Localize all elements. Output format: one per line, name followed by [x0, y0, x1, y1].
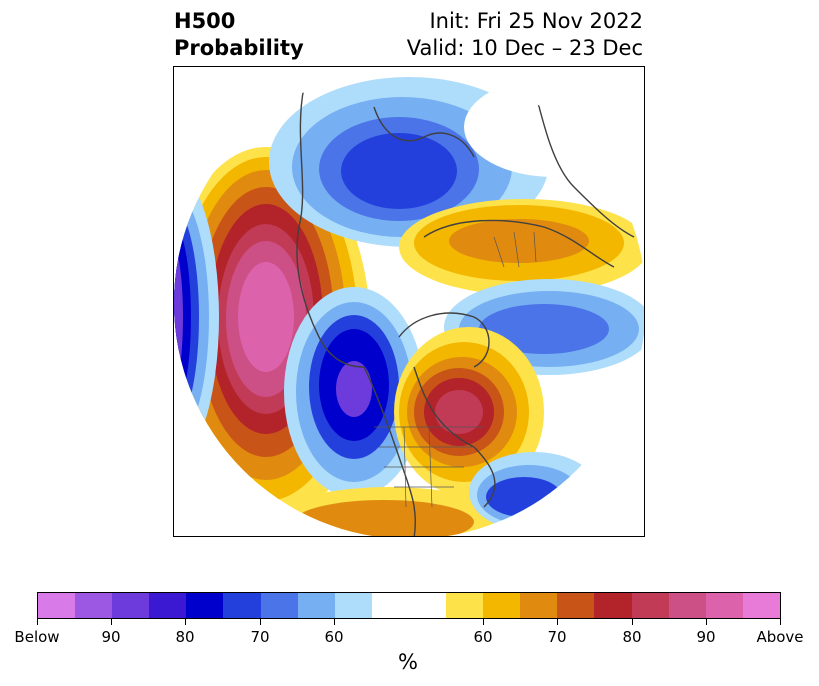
colorbar-tick — [780, 619, 781, 625]
title-right: Init: Fri 25 Nov 2022 Valid: 10 Dec – 23… — [407, 8, 643, 62]
colorbar-swatch — [186, 593, 224, 618]
colorbar-swatch — [557, 593, 595, 618]
colorbar-swatch — [631, 593, 669, 618]
negative-anomaly-central — [284, 287, 424, 497]
colorbar-swatch — [297, 593, 335, 618]
colorbar-tick-label: 80 — [175, 628, 195, 646]
colorbar-tick-label: 60 — [473, 628, 493, 646]
colorbar-swatch — [705, 593, 743, 618]
colorbar-tick — [706, 619, 707, 625]
colorbar-tick — [632, 619, 633, 625]
colorbar-swatch — [260, 593, 298, 618]
valid-range: Valid: 10 Dec – 23 Dec — [406, 36, 643, 60]
colorbar-tick — [260, 619, 261, 625]
colorbar-tick — [483, 619, 484, 625]
colorbar-swatch — [371, 593, 409, 618]
colorbar-tick — [334, 619, 335, 625]
positive-anomaly-europe — [399, 199, 644, 295]
colorbar-swatch — [112, 593, 150, 618]
colorbar-swatch — [446, 593, 484, 618]
colorbar-swatch — [38, 593, 76, 618]
colorbar-tick-label: 90 — [101, 628, 121, 646]
colorbar-swatch — [223, 593, 261, 618]
colorbar-swatch — [149, 593, 187, 618]
colorbar-swatch — [668, 593, 706, 618]
colorbar-unit: % — [398, 650, 418, 674]
colorbar-tick-label: 60 — [324, 628, 344, 646]
colorbar-tick-label: 80 — [622, 628, 642, 646]
colorbar-swatch — [594, 593, 632, 618]
title-left: H500 Probability — [174, 8, 304, 62]
title-variable: H500 — [174, 9, 236, 33]
init-date: Init: Fri 25 Nov 2022 — [429, 9, 643, 33]
colorbar-tick — [185, 619, 186, 625]
borders — [374, 231, 537, 508]
colorbar-tick-label: 70 — [250, 628, 270, 646]
colorbar-swatch — [520, 593, 558, 618]
colorbar-tick-label: Above — [756, 628, 804, 646]
colorbar-tick — [557, 619, 558, 625]
colorbar-swatch — [483, 593, 521, 618]
map-panel — [173, 66, 645, 537]
colorbar — [37, 592, 781, 619]
colorbar-tick-label: 70 — [547, 628, 567, 646]
colorbar-tick — [37, 619, 38, 625]
colorbar-tick-label: 90 — [696, 628, 716, 646]
probability-map — [174, 67, 644, 536]
colorbar-swatch — [75, 593, 113, 618]
colorbar-tick-label: Below — [14, 628, 60, 646]
colorbar-tick — [111, 619, 112, 625]
colorbar-swatch — [408, 593, 447, 618]
colorbar-swatch — [334, 593, 372, 618]
title-product: Probability — [174, 36, 304, 60]
colorbar-swatch — [742, 593, 780, 618]
